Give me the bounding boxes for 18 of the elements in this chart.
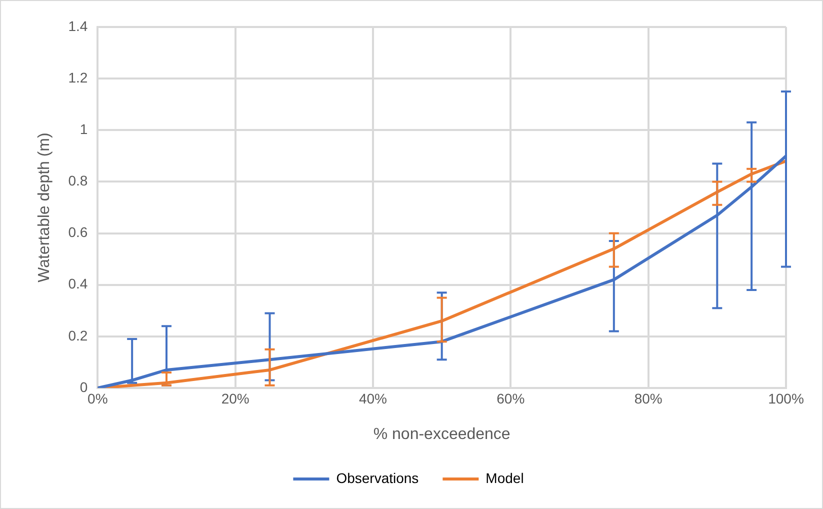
y-tick-label: 0.2 (68, 327, 88, 344)
x-tick-label: 60% (496, 390, 525, 406)
x-tick-label: 0% (88, 390, 108, 406)
y-tick-label: 0 (80, 378, 88, 395)
y-tick-label: 0.4 (68, 276, 88, 292)
x-tick-label: 100% (768, 390, 804, 406)
y-axis-title: Watertable depth (m) (36, 132, 54, 282)
x-tick-label: 80% (634, 390, 662, 406)
legend-label: Model (486, 470, 524, 486)
y-tick-label: 0.6 (68, 224, 88, 240)
x-tick-label: 20% (221, 390, 250, 406)
legend-label: Observations (336, 470, 419, 486)
y-tick-label: 0.8 (68, 172, 88, 189)
y-tick-label: 1.2 (68, 69, 88, 86)
x-axis-title: % non-exceedence (373, 426, 510, 443)
y-tick-label: 1 (80, 121, 88, 137)
x-tick-label: 40% (358, 390, 388, 406)
y-tick-label: 1.4 (68, 18, 88, 34)
